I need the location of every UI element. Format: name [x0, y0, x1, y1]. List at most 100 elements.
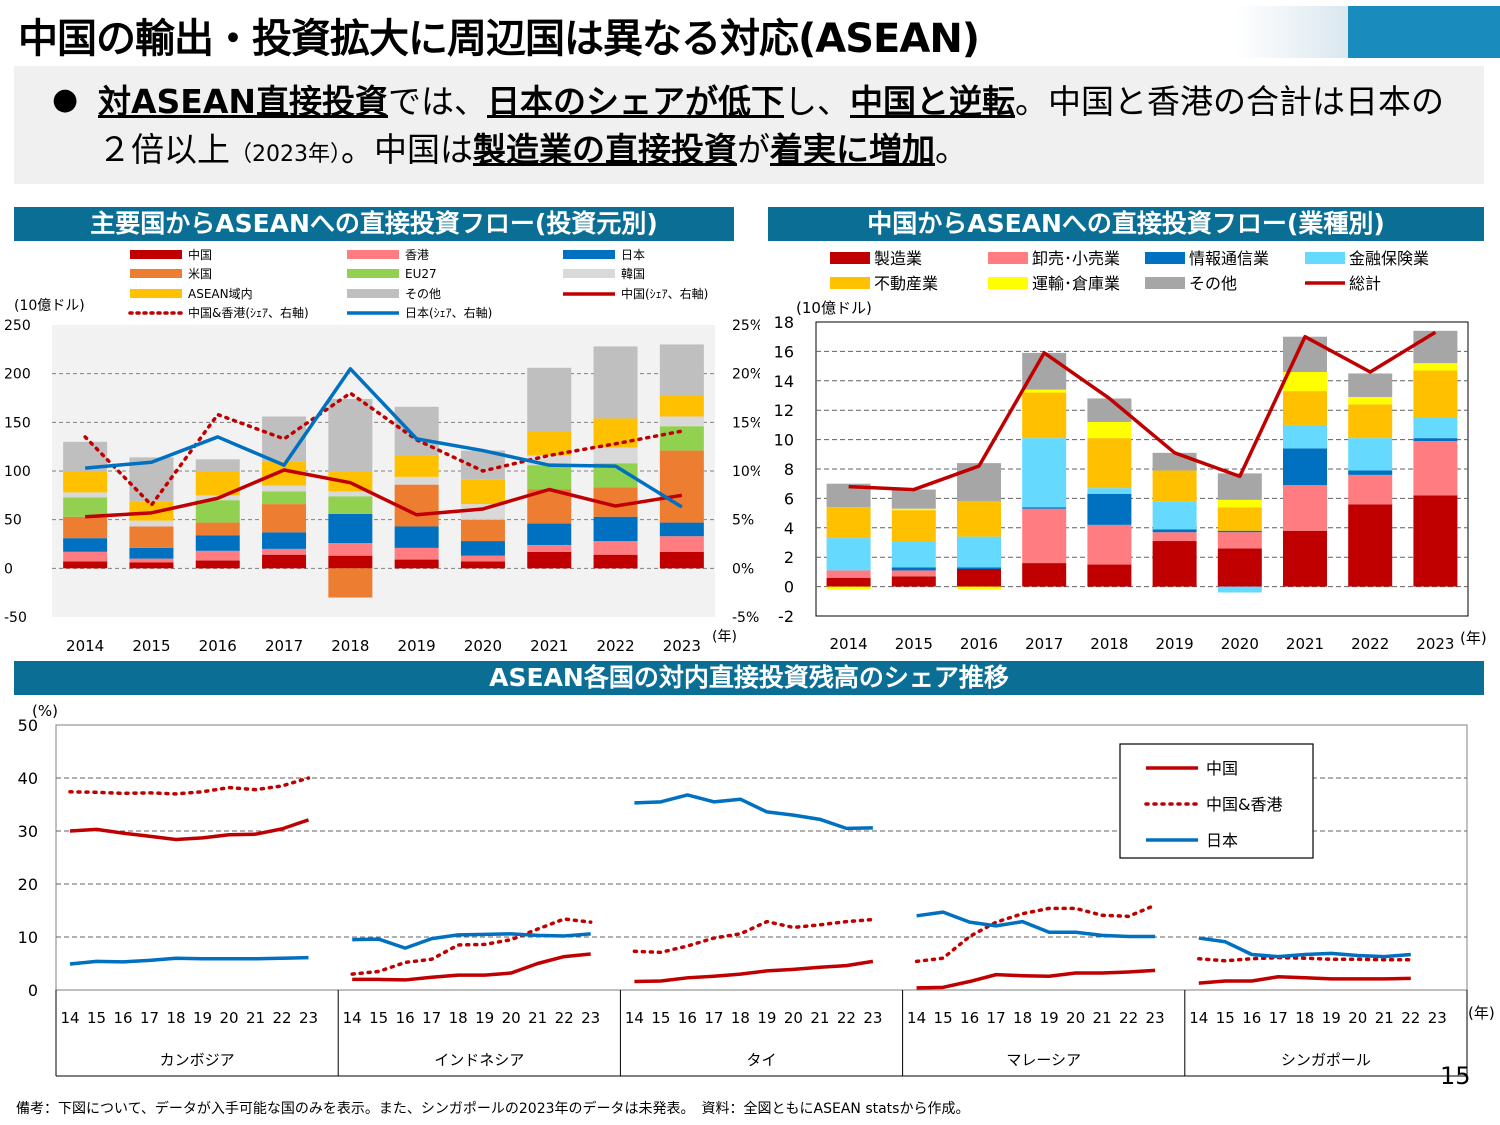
chart1-bar-segment: [593, 447, 638, 464]
chart3-xtick: 19: [193, 1009, 212, 1027]
chart3-china-line: [1198, 975, 1411, 985]
chart2-bar-segment: [1217, 532, 1262, 549]
summary-text-part: 。中国は: [341, 130, 473, 169]
chart2-ytick: 18: [774, 313, 794, 332]
chart1-legend-swatch: [130, 250, 182, 259]
chart2-legend-swatch: [830, 252, 870, 264]
chart2-bar-segment: [826, 577, 871, 587]
chart2-legend-label: その他: [1189, 274, 1237, 293]
chart2-bar-segment: [957, 568, 1001, 587]
chart1-bar-segment: [262, 548, 307, 555]
chart3-xtick: 18: [1295, 1009, 1314, 1027]
chart2-bar-segment: [1152, 501, 1197, 530]
chart2-bar-segment: [1152, 529, 1197, 533]
chart2-legend-label: 金融保険業: [1349, 249, 1429, 268]
chart3-xtick: 20: [784, 1009, 803, 1027]
chart1-bar-segment: [129, 501, 174, 521]
chart1-bar-segment: [460, 555, 505, 562]
bullet-dot: ●: [52, 82, 79, 117]
chart1-ytick: 200: [4, 367, 31, 383]
chart3-legend-label: 日本: [1206, 831, 1238, 850]
chart3-xtick: 20: [219, 1009, 238, 1027]
chart1-xtick: 2015: [132, 637, 170, 655]
chart1-legend-label: 韓国: [621, 267, 645, 281]
chart2-legend-label: 卸売･小売業: [1032, 249, 1120, 268]
chart3-xtick: 23: [863, 1009, 882, 1027]
chart1-bar-segment: [195, 522, 240, 536]
chart2-bar-segment: [1217, 507, 1262, 531]
chart3-china-hk-line: [68, 776, 311, 796]
chart3-ytick: 0: [28, 981, 38, 1000]
chart1-legend-swatch: [347, 250, 399, 259]
chart1-bar-segment: [659, 450, 704, 523]
chart1-bar-segment: [659, 395, 704, 417]
chart2-bar-segment: [826, 538, 871, 571]
chart3-xtick: 22: [272, 1009, 291, 1027]
summary-emphasis: 着実に増加: [770, 130, 935, 169]
chart2-bar-segment: [1087, 488, 1132, 494]
chart1-legend-label: 香港: [405, 248, 429, 262]
chart3-svg: (%) 0 10 20 30 40 50 14 15 16 17 18 19 20 21 22 23 カンボジア 1…: [18, 702, 1495, 1077]
chart2-bar-segment: [1087, 493, 1132, 525]
chart1-bar-segment: [63, 492, 108, 498]
chart2-xtick: 2020: [1221, 635, 1259, 653]
chart1-bar-segment: [659, 426, 704, 451]
chart2-bar-segment: [1413, 417, 1458, 439]
chart1-bar-segment: [328, 568, 373, 598]
chart1-legend-swatch: [563, 269, 615, 278]
chart1-bar-segment: [63, 497, 108, 517]
chart1-bar-segment: [659, 344, 704, 396]
chart1-bar-segment: [262, 491, 307, 505]
chart3-ytick: 30: [18, 822, 38, 841]
chart1-bar-segment: [659, 522, 704, 537]
chart2-bar-segment: [1022, 389, 1067, 393]
chart2-bar-segment: [891, 541, 936, 568]
chart2-bar-segment: [957, 501, 1001, 537]
chart1-bar-segment: [593, 516, 638, 542]
chart2-bar-segment: [1413, 438, 1458, 442]
chart2-bar-segment: [1348, 373, 1393, 397]
chart3-xtick: 22: [555, 1009, 574, 1027]
chart2-bar-segment: [1152, 470, 1197, 502]
summary-text-part: し、: [784, 82, 851, 121]
chart2-bar-segment: [891, 576, 936, 587]
chart2-ytick: -2: [778, 607, 794, 626]
chart3-china-line: [634, 959, 874, 984]
chart1-bar-segment: [527, 523, 572, 545]
chart3-xtick: 21: [810, 1009, 829, 1027]
chart2-ytick: 8: [784, 460, 794, 479]
chart2-legend-swatch: [1145, 252, 1185, 264]
chart3-xtick: 19: [475, 1009, 494, 1027]
chart1-bar-segment: [527, 367, 572, 432]
chart1-bar-segment: [328, 555, 373, 569]
chart1-bar-segment: [195, 459, 240, 471]
chart1-bar-segment: [328, 513, 373, 544]
chart3-xtick: 20: [1348, 1009, 1367, 1027]
chart1-xtick: 2018: [331, 637, 369, 655]
chart3-country-label: カンボジア: [160, 1051, 235, 1069]
chart1-bar-segment: [527, 431, 572, 456]
chart1-bar-segment: [527, 551, 572, 569]
chart1-header: 主要国からASEANへの直接投資フロー(投資元別): [14, 207, 734, 241]
chart3-xtick: 18: [731, 1009, 750, 1027]
chart2-bar-segment: [1022, 352, 1067, 390]
chart3-xtick: 15: [369, 1009, 388, 1027]
chart1-legend-label: 日本: [621, 248, 645, 262]
chart3-japan-line: [634, 793, 873, 831]
chart1-bar-segment: [659, 551, 704, 569]
chart2-bar-segment: [1152, 541, 1197, 587]
chart2-bar-segment: [1413, 441, 1458, 496]
chart2-legend-swatch: [1305, 252, 1345, 264]
chart3-xtick: 14: [343, 1009, 362, 1027]
chart3-xtick: 21: [1093, 1009, 1112, 1027]
chart1-bar-segment: [328, 496, 373, 514]
chart2-bar-segment: [1348, 396, 1393, 405]
chart1-bar-segment: [262, 485, 307, 492]
chart2-legend-label: 情報通信業: [1189, 249, 1269, 268]
chart1-bar-segment: [129, 562, 174, 569]
chart2-legend-label: 製造業: [874, 249, 922, 268]
chart3-xtick: 20: [1066, 1009, 1085, 1027]
chart3-xtick: 23: [1146, 1009, 1165, 1027]
chart2-xtick: 2022: [1351, 635, 1389, 653]
chart3-xtick: 17: [1269, 1009, 1288, 1027]
